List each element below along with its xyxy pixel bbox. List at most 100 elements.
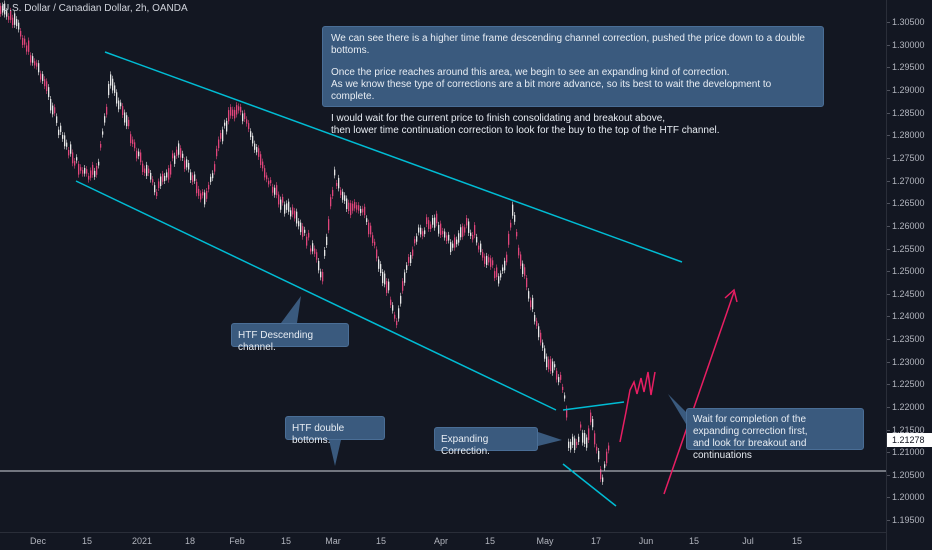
price-axis[interactable]: 1.30500 1.30000 1.29500 1.29000 1.28500 … — [886, 0, 932, 550]
candle-body — [78, 164, 80, 175]
candle-body — [144, 168, 146, 174]
candle-body — [212, 173, 214, 179]
candle-body — [502, 267, 504, 272]
candle-body — [194, 174, 196, 181]
candle-body — [42, 74, 44, 82]
candle-body — [380, 264, 382, 274]
channel-note[interactable]: HTF Descending channel. — [231, 323, 349, 353]
candle-body — [598, 450, 600, 460]
analysis-note[interactable]: We can see there is a higher time frame … — [322, 26, 824, 136]
candle-body — [116, 92, 118, 104]
candle-body — [334, 169, 336, 176]
candle-body — [398, 308, 400, 319]
channel-lower-line[interactable] — [75, 180, 557, 411]
time-tick: Jun — [638, 536, 654, 546]
candle-body — [134, 142, 136, 149]
candle-body — [424, 230, 426, 235]
candle-body — [192, 175, 194, 182]
candle-body — [272, 186, 274, 193]
candle-body — [570, 441, 572, 450]
candle-body — [286, 203, 288, 210]
double-bottom-note-pointer — [329, 440, 341, 466]
channel-upper-line[interactable] — [104, 51, 683, 263]
candle-body — [54, 107, 56, 114]
candle-body — [566, 408, 568, 418]
price-tick: 1.19500 — [887, 515, 925, 525]
projection-consolidation-path[interactable] — [619, 371, 656, 443]
candle-body — [564, 395, 566, 399]
candle-body — [466, 218, 468, 226]
candle-body — [178, 143, 180, 155]
chart-canvas[interactable]: U.S. Dollar / Canadian Dollar, 2h, OANDA… — [0, 0, 886, 532]
candle-body — [142, 163, 144, 173]
price-chart[interactable] — [0, 0, 886, 532]
candle-body — [258, 148, 260, 157]
analysis-note-line: As we know these type of corrections are… — [331, 79, 772, 102]
candle-body — [262, 161, 264, 169]
candle-body — [156, 192, 158, 196]
projection-arrow-line[interactable] — [663, 291, 735, 495]
expanding-note[interactable]: Expanding Correction. — [434, 427, 538, 457]
price-tick: 1.28500 — [887, 108, 925, 118]
time-tick: Apr — [433, 536, 449, 546]
price-tick: 1.22000 — [887, 402, 925, 412]
candle-body — [236, 105, 238, 115]
double-bottom-note[interactable]: HTF double bottoms. — [285, 416, 385, 446]
price-tick: 1.29000 — [887, 85, 925, 95]
candle-body — [278, 194, 280, 205]
candle-body — [336, 182, 338, 187]
candle-body — [408, 257, 410, 263]
candle-body — [590, 412, 592, 423]
price-tick: 1.23500 — [887, 334, 925, 344]
wait-note[interactable]: Wait for completion of the expanding cor… — [686, 408, 864, 461]
candle-body — [584, 433, 586, 444]
candle-body — [474, 225, 476, 236]
candle-body — [274, 187, 276, 195]
candle-body — [400, 295, 402, 304]
candle-body — [350, 203, 352, 216]
candle-body — [120, 102, 122, 107]
candle-body — [292, 207, 294, 215]
candle-body — [556, 370, 558, 380]
candle-body — [0, 5, 2, 14]
time-tick: Dec — [29, 536, 47, 546]
candle-body — [310, 248, 312, 252]
candle-body — [312, 243, 314, 252]
candle-body — [124, 112, 126, 123]
candle-body — [588, 428, 590, 441]
candle-body — [216, 148, 218, 157]
candle-body — [550, 359, 552, 372]
candle-body — [600, 468, 602, 480]
candle-body — [420, 227, 422, 235]
time-axis[interactable]: Dec 15 2021 18 Feb 15 Mar 15 Apr 15 May … — [0, 532, 886, 550]
candle-body — [170, 164, 172, 175]
candle-body — [438, 224, 440, 234]
double-bottom-note-text: HTF double bottoms. — [292, 423, 345, 446]
expanding-upper-line[interactable] — [562, 401, 625, 411]
candle-body — [28, 40, 30, 52]
candle-body — [414, 239, 416, 244]
expanding-lower-line[interactable] — [562, 463, 617, 507]
candle-body — [586, 437, 588, 448]
candle-body — [100, 144, 102, 148]
analysis-note-line: then lower time continuation correction … — [331, 125, 720, 136]
candle-body — [534, 315, 536, 322]
candle-body — [456, 239, 458, 245]
candle-body — [532, 297, 534, 310]
candle-body — [454, 237, 456, 248]
symbol-title[interactable]: U.S. Dollar / Canadian Dollar, 2h, OANDA — [2, 3, 188, 14]
candle-body — [326, 236, 328, 246]
candle-body — [18, 22, 20, 30]
candle-body — [254, 143, 256, 150]
candle-body — [510, 222, 512, 228]
wait-note-line: Wait for completion of the — [693, 414, 807, 425]
price-tick: 1.20500 — [887, 470, 925, 480]
candle-body — [542, 342, 544, 348]
candle-body — [62, 135, 64, 139]
candle-body — [46, 81, 48, 92]
time-tick: 17 — [590, 536, 602, 546]
candle-body — [484, 256, 486, 264]
wait-note-line: expanding correction first, — [693, 426, 808, 437]
candle-body — [508, 233, 510, 245]
candle-body — [174, 155, 176, 164]
